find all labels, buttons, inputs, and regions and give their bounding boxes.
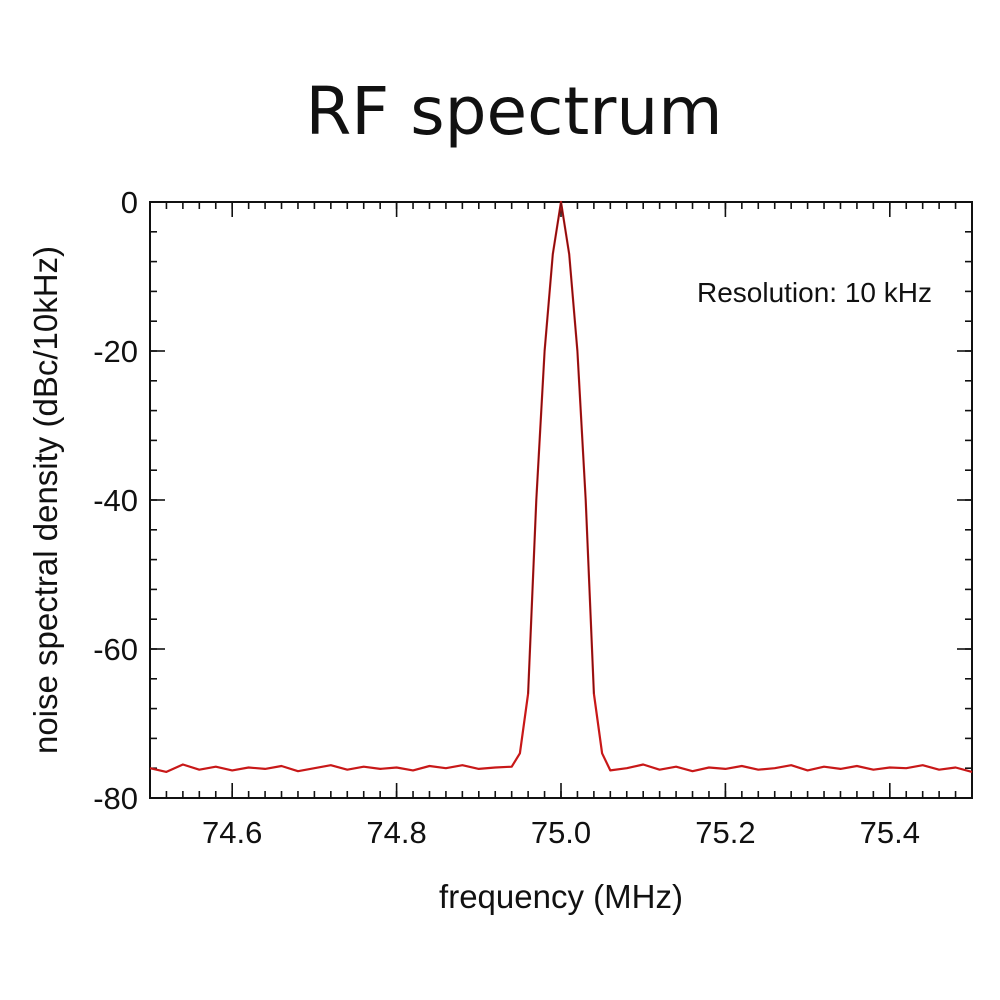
plot-area — [149, 200, 973, 799]
major-ticks — [150, 201, 972, 799]
x-axis-label: frequency (MHz) — [439, 878, 683, 915]
y-tick-labels: 0 -20 -40 -60 -80 — [93, 185, 138, 816]
y-tick-label: -60 — [93, 632, 138, 667]
x-tick-label: 74.8 — [366, 815, 426, 850]
chart-title: RF spectrum — [305, 73, 722, 150]
y-tick-label: 0 — [121, 185, 138, 220]
y-axis-label: noise spectral density (dBc/10kHz) — [27, 246, 64, 754]
x-tick-label: 75.2 — [695, 815, 755, 850]
spectrum-peak-core — [527, 201, 595, 694]
y-tick-label: -40 — [93, 483, 138, 518]
x-tick-label: 74.6 — [202, 815, 262, 850]
series-layer — [149, 200, 973, 774]
y-tick-label: -20 — [93, 334, 138, 369]
y-tick-label: -80 — [93, 781, 138, 816]
resolution-annotation: Resolution: 10 kHz — [697, 277, 932, 308]
x-tick-labels: 74.6 74.8 75.0 75.2 75.4 — [202, 815, 920, 850]
x-tick-label: 75.0 — [531, 815, 591, 850]
x-tick-label: 75.4 — [860, 815, 920, 850]
